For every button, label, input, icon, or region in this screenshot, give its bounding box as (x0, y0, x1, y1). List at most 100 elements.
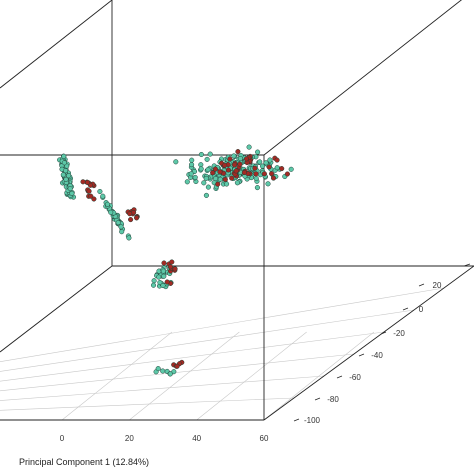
teal-data-point (203, 192, 209, 198)
floor-grid-line (196, 331, 307, 421)
red-data-point (274, 157, 280, 163)
red-data-point (284, 171, 290, 177)
axis-ticks: 0 20 40 60 20 0 -20 -40 -60 -80 -100 (60, 263, 471, 443)
x-tick-label: 60 (260, 434, 269, 443)
depth-tick-mark (380, 331, 387, 335)
teal-data-point (63, 176, 69, 182)
teal-data-point (126, 235, 132, 241)
depth-tick-label: -100 (304, 416, 321, 425)
red-data-point (91, 196, 97, 202)
floor-grid-line (0, 287, 445, 363)
teal-data-point (255, 149, 261, 155)
teal-data-point (60, 172, 66, 178)
teal-data-point (234, 180, 240, 186)
teal-data-point (205, 167, 211, 173)
box-edge (263, 265, 474, 421)
teal-data-point (237, 156, 243, 162)
teal-data-point (156, 274, 162, 280)
red-data-point (88, 193, 94, 199)
teal-data-point (160, 282, 166, 289)
red-data-point (172, 266, 178, 272)
x-axis-title: Principal Component 1 (12.84%) (19, 457, 149, 467)
teal-data-point (189, 157, 195, 163)
teal-data-point (259, 163, 266, 169)
teal-data-point (246, 144, 252, 150)
teal-data-point (119, 229, 125, 235)
red-data-point (169, 259, 175, 265)
depth-tick-mark (402, 307, 409, 311)
teal-data-point (157, 279, 163, 286)
red-data-point (222, 162, 228, 168)
red-data-point (270, 175, 277, 181)
depth-tick-label: 0 (419, 305, 424, 314)
red-data-point (210, 170, 216, 176)
depth-tick-mark (463, 263, 471, 267)
depth-tick-label: -80 (327, 395, 339, 404)
teal-data-point (207, 151, 213, 157)
box-edge (0, 0, 113, 89)
red-data-point (235, 149, 241, 155)
teal-data-point (274, 165, 280, 171)
data-points (57, 144, 294, 377)
x-tick-label: 0 (60, 434, 65, 443)
depth-tick-label: -20 (393, 329, 405, 338)
red-data-point (134, 215, 140, 221)
red-data-point (161, 260, 167, 266)
red-data-point (80, 179, 86, 185)
teal-data-point (118, 224, 124, 230)
teal-data-point (184, 179, 190, 185)
red-data-point (269, 171, 275, 177)
depth-tick-label: -40 (371, 351, 383, 360)
teal-data-point (204, 156, 210, 162)
floor-grid-line (61, 331, 173, 421)
red-data-point (167, 264, 173, 270)
floor-grid (0, 287, 445, 421)
teal-data-point (189, 162, 195, 168)
teal-data-point (161, 273, 167, 279)
teal-data-point (155, 366, 161, 372)
red-data-point (253, 171, 259, 177)
teal-data-point (61, 160, 67, 166)
teal-data-point (104, 201, 111, 207)
teal-data-point (160, 368, 166, 374)
red-data-point (86, 188, 92, 194)
teal-data-point (217, 176, 223, 182)
red-data-point (243, 156, 249, 162)
box-edge (263, 0, 463, 156)
red-data-point (217, 169, 223, 175)
teal-data-point (188, 171, 194, 177)
red-data-point (279, 166, 285, 172)
red-data-point (128, 217, 134, 223)
teal-data-point (61, 153, 67, 159)
red-data-point (229, 175, 235, 181)
depth-tick-mark (358, 353, 365, 357)
teal-data-point (198, 151, 204, 158)
teal-data-point (198, 162, 204, 168)
teal-data-point (100, 193, 106, 199)
red-data-point (164, 279, 170, 285)
teal-data-point (205, 184, 211, 190)
teal-data-point (115, 220, 121, 226)
plot-box (0, 0, 474, 421)
teal-data-point (108, 209, 114, 215)
teal-data-point (263, 160, 269, 166)
floor-grid-line (0, 375, 325, 401)
teal-data-point (254, 185, 260, 191)
floor-grid-line (0, 397, 295, 411)
red-data-point (225, 167, 231, 173)
teal-data-point (224, 181, 230, 187)
teal-data-point (160, 268, 166, 274)
teal-data-point (198, 166, 204, 172)
floor-grid-line (0, 331, 385, 382)
box-edge (0, 265, 113, 353)
red-data-point (127, 211, 133, 217)
teal-data-point (167, 371, 173, 377)
red-data-point (174, 363, 180, 369)
x-tick-label: 20 (125, 434, 134, 443)
teal-data-point (201, 180, 207, 186)
x-tick-label: 40 (192, 434, 201, 443)
teal-data-point (253, 175, 259, 182)
red-data-point (237, 161, 243, 167)
red-data-point (215, 181, 221, 187)
